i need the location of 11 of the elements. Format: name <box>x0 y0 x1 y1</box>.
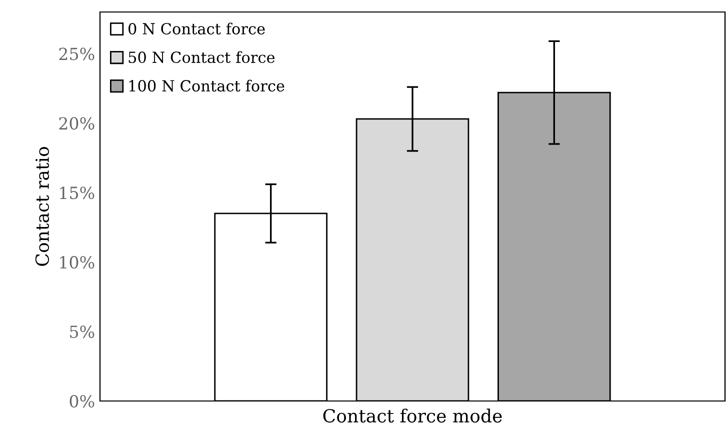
legend-label: 0 N Contact force <box>128 22 265 35</box>
legend-label: 100 N Contact force <box>129 80 284 92</box>
x-axis-title: Contact force mode <box>323 408 502 423</box>
y-tick-label: 0% <box>70 394 94 408</box>
y-tick-label: 5% <box>70 326 94 338</box>
legend-label: 50 N Contact force <box>128 51 275 64</box>
y-tick-label: 20% <box>59 117 94 130</box>
y-axis-title: Contact ratio <box>35 147 50 266</box>
y-tick-label: 15% <box>60 186 94 200</box>
y-tick-label: 10% <box>60 256 94 269</box>
y-tick-label: 25% <box>59 48 94 60</box>
